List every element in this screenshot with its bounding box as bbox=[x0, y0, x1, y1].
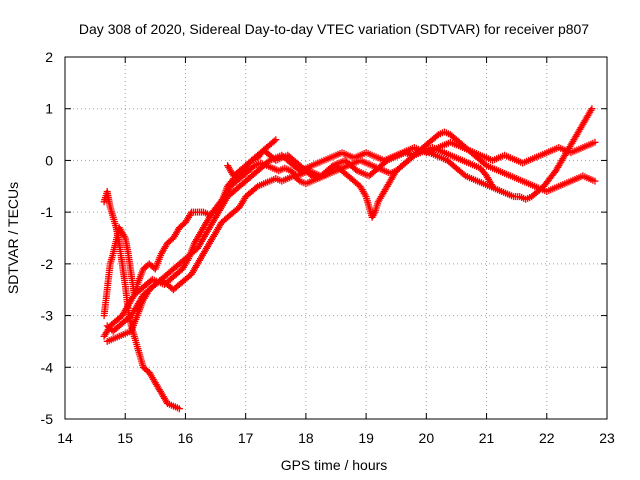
data-point bbox=[588, 105, 596, 113]
y-tick-label: 2 bbox=[45, 49, 53, 65]
x-tick-label: 23 bbox=[599, 430, 615, 446]
x-tick-label: 14 bbox=[57, 430, 73, 446]
data-point bbox=[272, 136, 280, 144]
x-tick-label: 16 bbox=[178, 430, 194, 446]
y-tick-label: 1 bbox=[45, 101, 53, 117]
x-tick-label: 19 bbox=[358, 430, 374, 446]
series-track-f bbox=[224, 144, 497, 190]
chart-title: Day 308 of 2020, Sidereal Day-to-day VTE… bbox=[79, 21, 589, 37]
data-points bbox=[100, 105, 599, 413]
data-point bbox=[270, 137, 278, 145]
x-tick-label: 15 bbox=[117, 430, 133, 446]
y-axis-label: SDTVAR / TECUs bbox=[5, 182, 21, 294]
series-track-c bbox=[100, 105, 596, 340]
x-tick-label: 17 bbox=[238, 430, 254, 446]
x-tick-label: 18 bbox=[298, 430, 314, 446]
data-point bbox=[591, 138, 599, 146]
y-tick-label: -3 bbox=[41, 308, 54, 324]
plot-frame bbox=[64, 56, 608, 420]
x-tick-label: 20 bbox=[419, 430, 435, 446]
y-tick-label: -1 bbox=[41, 204, 54, 220]
y-tick-label: 0 bbox=[45, 152, 53, 168]
data-point bbox=[175, 405, 183, 413]
data-point bbox=[264, 158, 272, 166]
y-tick-label: -5 bbox=[41, 411, 54, 427]
grid-lines bbox=[65, 57, 607, 419]
x-tick-label: 21 bbox=[479, 430, 495, 446]
series-track-e bbox=[103, 138, 599, 345]
axis-ticks: 14 15 16 17 18 19 20 21 22 23 -5 -4 -3 -2 -1 0 1 2 bbox=[41, 49, 615, 446]
y-tick-label: -2 bbox=[41, 256, 54, 272]
data-point bbox=[591, 177, 599, 185]
data-point bbox=[489, 182, 497, 190]
series-track-b bbox=[100, 136, 280, 320]
data-point bbox=[481, 160, 489, 168]
y-tick-label: -4 bbox=[41, 359, 54, 375]
x-tick-label: 22 bbox=[539, 430, 555, 446]
x-axis-label: GPS time / hours bbox=[281, 457, 388, 473]
